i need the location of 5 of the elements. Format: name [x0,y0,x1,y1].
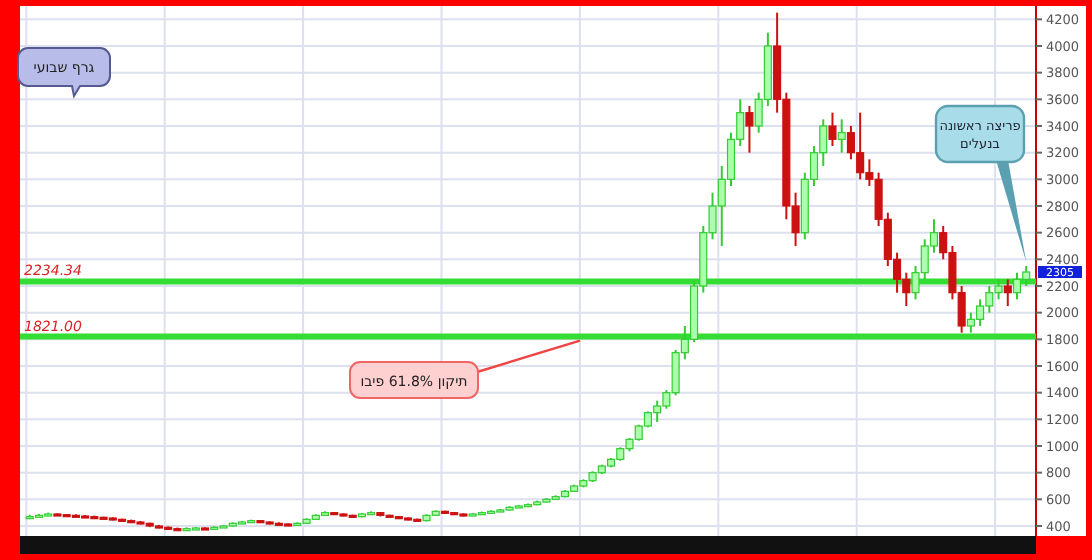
candlestick [828,111,837,147]
candlestick [837,118,846,154]
candlestick [1012,271,1022,301]
candlestick [745,105,754,154]
candlestick [1003,278,1012,307]
